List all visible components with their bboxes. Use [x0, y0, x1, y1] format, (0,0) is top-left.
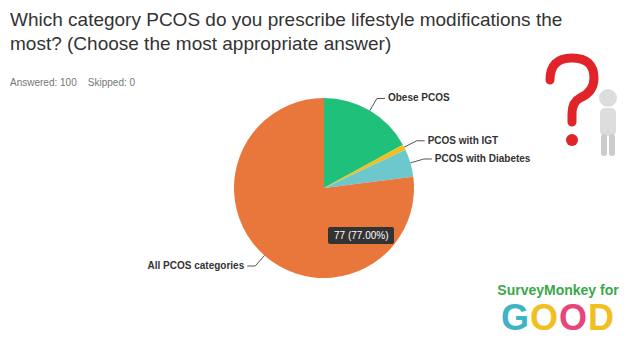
svg-text:PCOS with Diabetes: PCOS with Diabetes	[435, 153, 531, 164]
svg-text:PCOS with IGT: PCOS with IGT	[428, 135, 499, 146]
html-text:Which category PCOS do you pre: Which category PCOS do you prescribe lif…	[10, 9, 563, 54]
svg-text:All PCOS categories: All PCOS categories	[148, 260, 245, 271]
svg-text:Obese PCOS: Obese PCOS	[388, 92, 450, 103]
html-text:G O O D: G O O D	[501, 297, 615, 338]
html-text:77 (77.00%): 77 (77.00%)	[334, 230, 389, 241]
html-text:Answered: 100 Skipped: 0: Answered: 100 Skipped: 0	[10, 77, 136, 88]
html-text:SurveyMonkey for: SurveyMonkey for	[497, 282, 619, 298]
